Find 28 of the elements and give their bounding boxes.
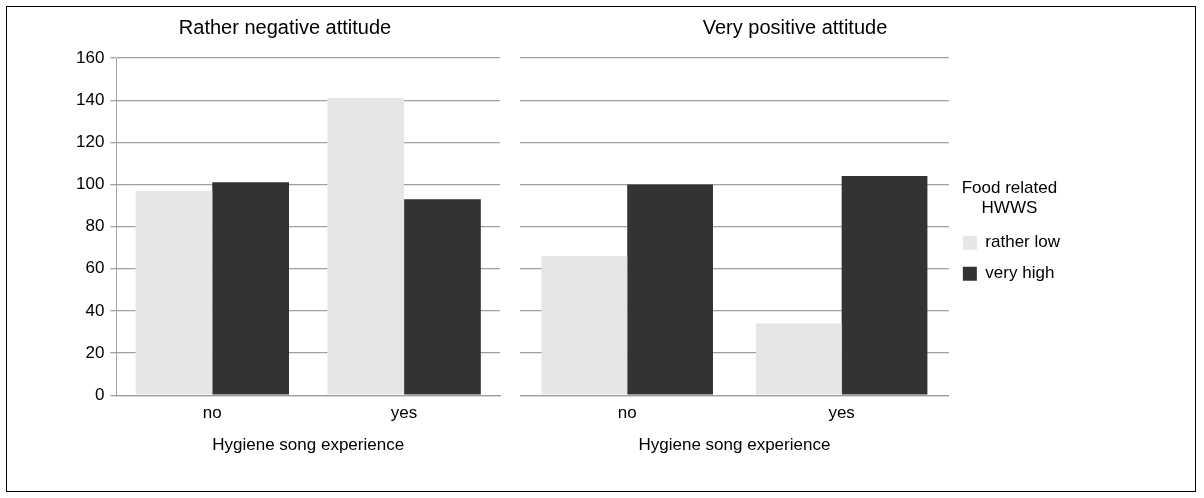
y-tick-label: 140 — [75, 89, 105, 109]
y-tick-label: 120 — [75, 131, 105, 151]
bar — [212, 182, 289, 395]
chart-title: Very positive attitude — [702, 15, 888, 38]
x-tick-label: no — [617, 403, 637, 423]
bar — [541, 256, 628, 395]
y-tick-label: 80 — [85, 216, 105, 236]
y-tick-label: 60 — [85, 258, 105, 278]
legend-title: Food related HWWS — [961, 177, 1058, 218]
y-tick-label: 160 — [75, 47, 105, 67]
legend-label: rather low — [985, 232, 1061, 252]
x-tick-label: yes — [828, 403, 855, 423]
bar — [841, 176, 928, 395]
bar — [327, 98, 405, 395]
bar — [135, 190, 213, 395]
x-axis-title: Hygiene song experience — [212, 435, 405, 455]
y-tick-label: 0 — [94, 384, 105, 404]
chart-title: Rather negative attitude — [178, 15, 392, 38]
bar — [627, 184, 713, 395]
x-tick-label: yes — [390, 403, 418, 423]
bar — [755, 323, 842, 395]
y-tick-label: 20 — [85, 342, 105, 362]
legend-label: very high — [985, 263, 1055, 283]
x-axis-title: Hygiene song experience — [638, 435, 831, 455]
y-tick-label: 40 — [85, 300, 105, 320]
x-tick-label: no — [202, 403, 222, 423]
bar — [404, 199, 481, 395]
y-tick-label: 100 — [75, 174, 105, 194]
